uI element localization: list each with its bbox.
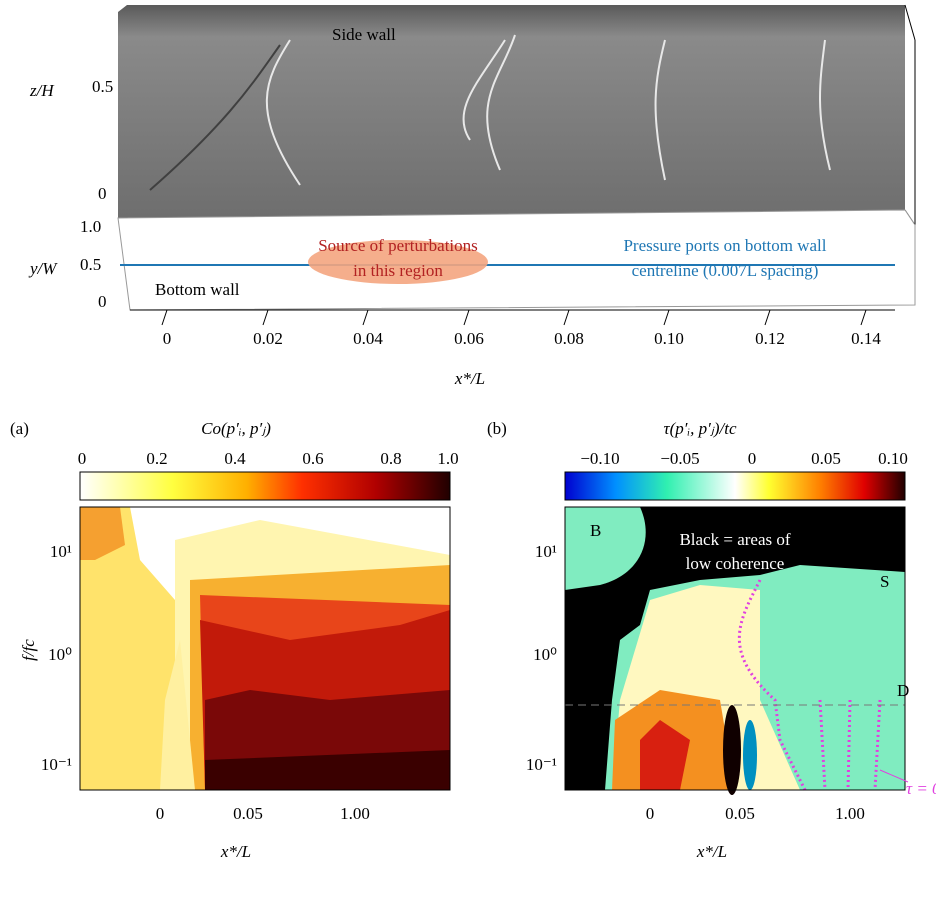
x-tick-label: 0.08 [554, 329, 584, 348]
shock-lines [149, 34, 831, 191]
panel-tag: (a) [10, 419, 29, 438]
y-tick-label: 0.5 [80, 255, 101, 274]
region-label: S [880, 572, 889, 591]
x-tick-label: 0 [156, 804, 165, 823]
ports-note: centreline (0.007L spacing) [632, 261, 819, 280]
colorbar-tick: −0.05 [660, 449, 699, 468]
y-tick-label: 10¹ [50, 542, 72, 561]
y-tick-label: 0 [98, 292, 107, 311]
x-tick-labels: 0 0.02 0.04 0.06 0.08 0.10 0.12 0.14 [163, 329, 882, 348]
low-coherence [565, 507, 905, 790]
bottom-wall-plane [117, 209, 916, 311]
z-tick-label: 0 [98, 184, 107, 203]
contour [80, 507, 180, 790]
colorbar-title: Co(p′ᵢ, p′ⱼ) [201, 419, 271, 438]
colorbar-tick: −0.10 [580, 449, 619, 468]
y-tick-label: 1.0 [80, 217, 101, 236]
ports-note: Pressure ports on bottom wall [623, 236, 826, 255]
x-tick-label: 0 [646, 804, 655, 823]
x-tick-label: 0.12 [755, 329, 785, 348]
contour [565, 507, 646, 590]
y-tick-label: 10⁻¹ [526, 755, 557, 774]
colorbar [79, 471, 451, 501]
tau-zero-contour [737, 579, 882, 791]
x-tick-label: 0.05 [233, 804, 263, 823]
x-tick-label: 0.02 [253, 329, 283, 348]
panel-b: (b) τ(p′ᵢ, p′ⱼ)/tc −0.10 −0.05 0 0.05 0.… [487, 419, 936, 861]
colorbar-tick: 0.4 [224, 449, 246, 468]
source-note: Source of perturbations [318, 236, 478, 255]
schlieren-image [118, 5, 905, 218]
region-label: B [590, 521, 601, 540]
x-tick-label: 0.05 [725, 804, 755, 823]
contour [160, 640, 195, 790]
colorbar [564, 471, 906, 501]
x-axis-label: x*/L [220, 842, 251, 861]
z-tick-label: 0.5 [92, 77, 113, 96]
y-tick-label: 10¹ [535, 542, 557, 561]
colorbar-tick: 0.2 [146, 449, 167, 468]
x-tick-label: 0.06 [454, 329, 484, 348]
x-tick-label: 0.10 [654, 329, 684, 348]
note: low coherence [686, 554, 785, 573]
y-tick-label: 10⁻¹ [41, 755, 72, 774]
x-tick-label: 1.00 [835, 804, 865, 823]
x-tick-label: 0 [163, 329, 172, 348]
panel-a: (a) Co(p′ᵢ, p′ⱼ) 0 0.2 0.4 0.6 0.8 1.0 f… [10, 419, 459, 861]
y-axis-label: y/W [28, 259, 58, 278]
x-tick-label: 0.14 [851, 329, 881, 348]
y-tick-label: 10⁰ [533, 645, 557, 664]
colorbar-tick: 0.05 [811, 449, 841, 468]
colorbar-tick: 1.0 [437, 449, 458, 468]
contour [743, 720, 757, 790]
region-label: D [897, 681, 909, 700]
colorbar-tick: 0.6 [302, 449, 323, 468]
x-tick-label: 1.00 [340, 804, 370, 823]
y-tick-label: 10⁰ [48, 645, 72, 664]
bottom-wall-label: Bottom wall [155, 280, 240, 299]
y-axis-label: f/fc [19, 639, 38, 661]
contour [723, 705, 741, 795]
colorbar-tick: 0.10 [878, 449, 908, 468]
panel-tag: (b) [487, 419, 507, 438]
plot-frame [564, 506, 906, 791]
tau-zero-label: τ = 0 [906, 779, 936, 798]
x-tick-label: 0.04 [353, 329, 383, 348]
contour [205, 750, 450, 790]
contour [640, 720, 690, 790]
z-axis-label: z/H [29, 81, 55, 100]
source-note: in this region [353, 261, 443, 280]
source-region [308, 240, 488, 284]
x-axis-label: x*/L [696, 842, 727, 861]
colorbar-tick: 0 [748, 449, 757, 468]
colorbar-tick: 0 [78, 449, 87, 468]
colorbar-title: τ(p′ᵢ, p′ⱼ)/tc [664, 419, 737, 438]
colorbar-tick: 0.8 [380, 449, 401, 468]
x-ticks [161, 309, 867, 326]
plot-frame [79, 506, 451, 791]
contour [80, 507, 125, 560]
top-panel: z/H 0.5 0 y/W 1.0 0.5 0 Side wall Bottom… [28, 4, 916, 388]
x-axis-label: x*/L [454, 369, 485, 388]
note: Black = areas of [679, 530, 790, 549]
pointer [879, 769, 909, 783]
side-wall-label: Side wall [332, 25, 396, 44]
